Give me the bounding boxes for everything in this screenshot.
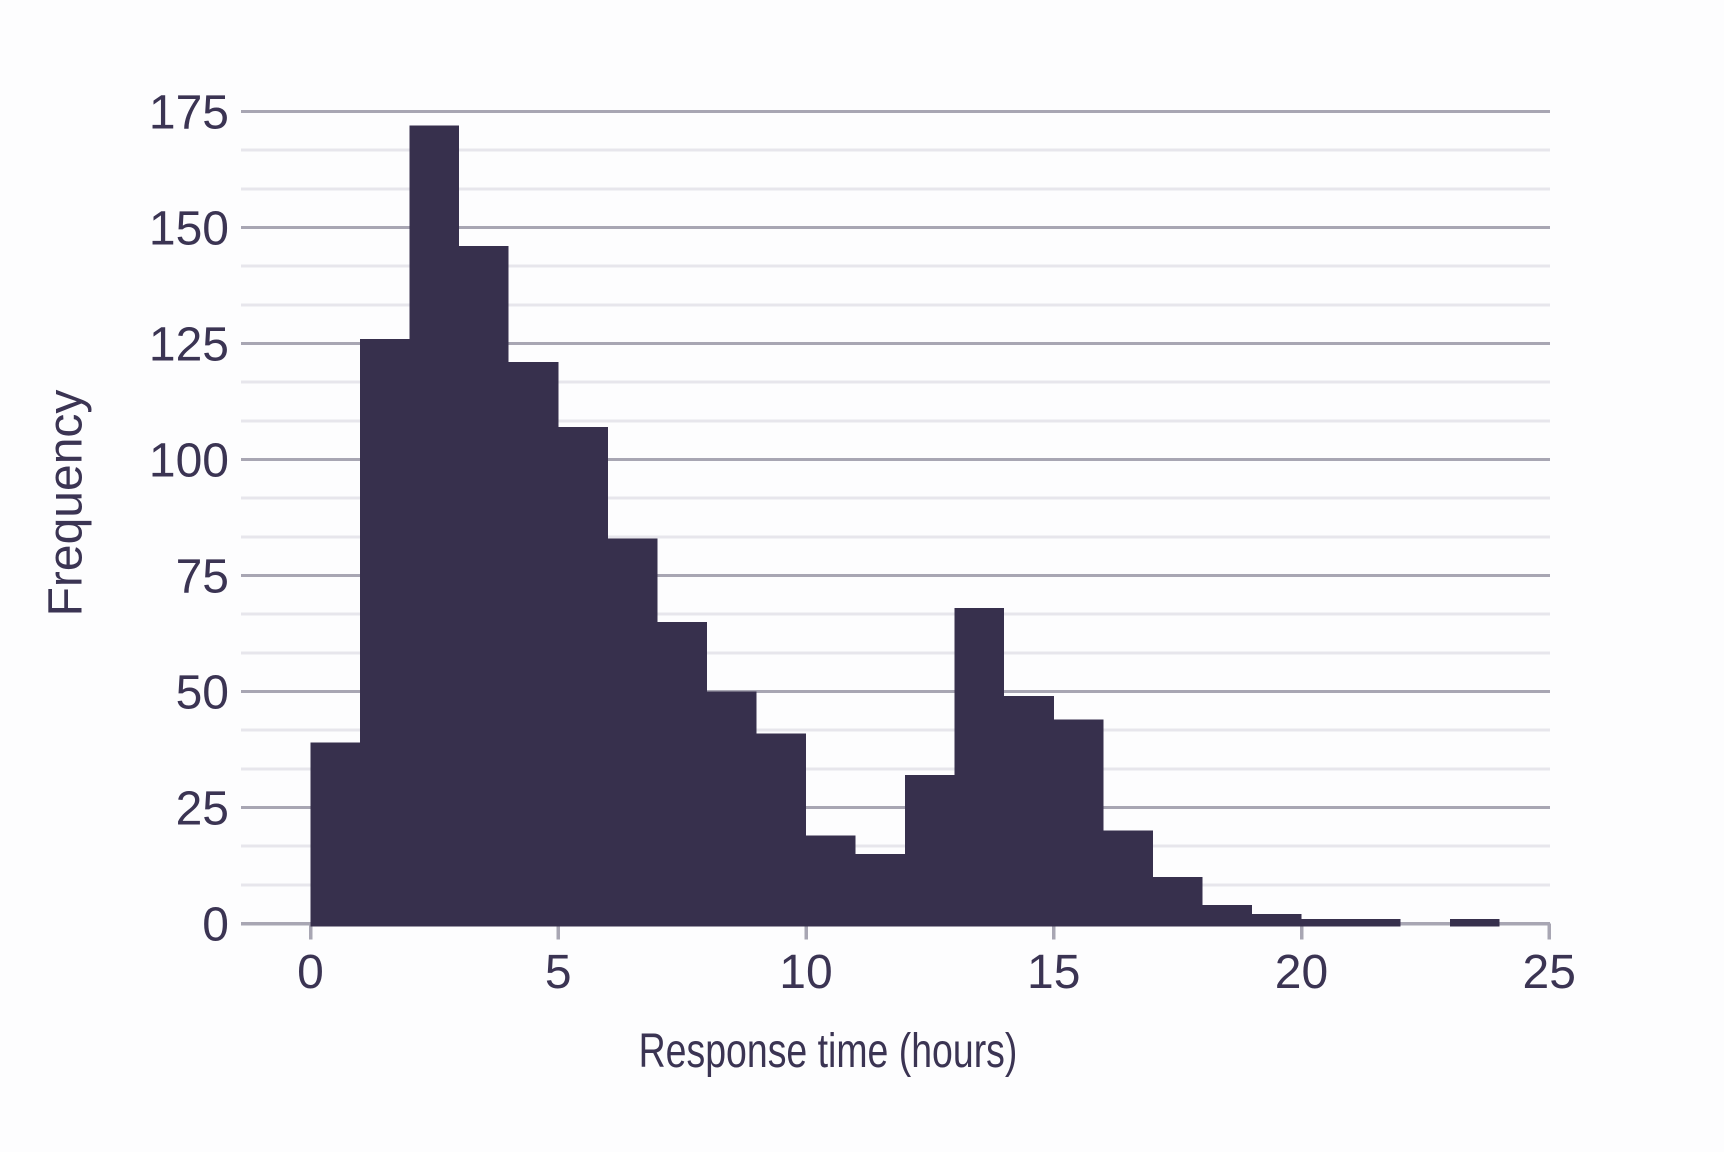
histogram-bar xyxy=(806,835,856,927)
x-tick-label: 20 xyxy=(1275,946,1328,999)
histogram-bar xyxy=(310,742,361,927)
histogram-bar xyxy=(1251,914,1302,927)
y-tick-label: 150 xyxy=(149,203,229,256)
y-tick-label: 50 xyxy=(176,667,229,720)
x-axis-title: Response time (hours) xyxy=(638,1025,1018,1078)
x-tick-label: 25 xyxy=(1523,946,1576,999)
histogram-bar xyxy=(459,246,509,927)
x-tick-label: 0 xyxy=(297,946,324,999)
histogram-bar xyxy=(1004,696,1054,927)
histogram-bar xyxy=(1103,830,1153,927)
y-tick-label: 175 xyxy=(149,87,229,140)
histogram-bar xyxy=(508,362,559,927)
y-axis-title: Frequency xyxy=(39,389,93,617)
x-tick-label: 15 xyxy=(1027,946,1080,999)
y-tick-label: 125 xyxy=(149,319,229,372)
histogram-bar xyxy=(1450,918,1500,927)
histogram-bar xyxy=(409,125,460,927)
y-tick-label: 0 xyxy=(202,899,229,952)
x-tick-label: 5 xyxy=(545,946,572,999)
histogram-bar xyxy=(706,691,757,927)
y-tick-label: 75 xyxy=(176,551,229,604)
histogram-bar xyxy=(1152,877,1203,927)
x-tick-label: 10 xyxy=(779,946,832,999)
histogram-bar xyxy=(954,607,1005,927)
histogram-bar xyxy=(1202,904,1252,927)
histogram-bar xyxy=(855,853,906,927)
histogram-bar xyxy=(607,538,658,927)
histogram-bar xyxy=(756,733,806,927)
histogram-bar xyxy=(1053,719,1104,927)
histogram-bar xyxy=(360,338,410,927)
histogram-bar xyxy=(1301,918,1352,927)
histogram-bar xyxy=(1351,918,1401,927)
y-tick-label: 100 xyxy=(149,435,229,488)
histogram-bar xyxy=(558,427,608,927)
histogram-bar xyxy=(905,775,955,927)
histogram-bar xyxy=(657,621,707,927)
y-tick-label: 25 xyxy=(176,783,229,836)
